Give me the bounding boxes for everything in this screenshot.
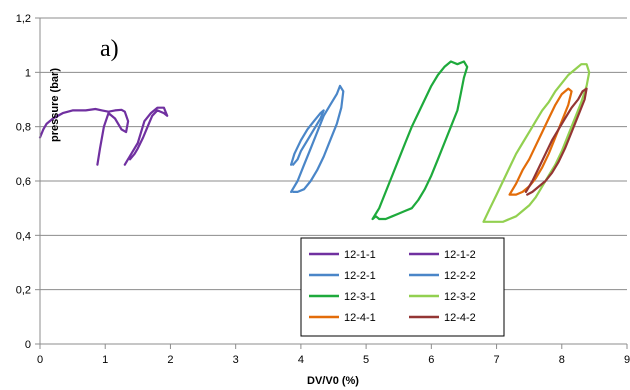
x-axis-title: DV/V0 (%): [307, 375, 359, 387]
x-tick-label: 6: [428, 354, 434, 366]
legend-label-12-3-2: 12-3-2: [444, 291, 476, 303]
x-tick-label: 4: [298, 354, 304, 366]
x-tick-labels: 0 1 2 3 4 5 6 7 8 9: [37, 354, 630, 366]
legend-label-12-2-2: 12-2-2: [444, 270, 476, 282]
series-line-12-3-1: [371, 60, 469, 221]
x-tick-label: 5: [363, 354, 369, 366]
legend: 12-1-1 12-1-2 12-2-1 12-2-2 12-3-1 12-3-2 12-4…: [300, 237, 505, 337]
y-tick-label: 1: [25, 67, 31, 79]
y-tick-label: 0,6: [16, 176, 31, 188]
series-line-12-1-1: [38, 107, 130, 166]
series-line-12-2-1: [290, 109, 325, 166]
series-line-12-2-2: [290, 84, 345, 193]
series-line-12-4-2: [524, 87, 588, 196]
gridlines: [40, 17, 627, 291]
panel-label: a): [100, 36, 119, 62]
y-tick-label: 0: [25, 339, 31, 351]
series-line-12-4-1: [508, 87, 573, 196]
legend-label-12-1-1: 12-1-1: [344, 249, 376, 261]
y-tick-label: 0,8: [16, 122, 31, 134]
series-line-12-3-2: [482, 63, 591, 223]
x-tick-label: 0: [37, 354, 43, 366]
axes: [35, 17, 628, 349]
x-tick-label: 8: [559, 354, 565, 366]
legend-label-12-2-1: 12-2-1: [344, 270, 376, 282]
legend-label-12-4-1: 12-4-1: [344, 312, 376, 324]
x-tick-label: 7: [493, 354, 499, 366]
legend-label-12-1-2: 12-1-2: [444, 249, 476, 261]
y-tick-label: 0,2: [16, 285, 31, 297]
series-lines: [38, 60, 591, 223]
y-tick-label: 0,4: [16, 230, 31, 242]
x-tick-label: 3: [233, 354, 239, 366]
legend-label-12-3-1: 12-3-1: [344, 291, 376, 303]
x-tick-label: 2: [167, 354, 173, 366]
y-tick-labels: 0 0,2 0,4 0,6 0,8 1 1,2: [16, 13, 31, 351]
y-axis-title: pressure (bar): [49, 68, 61, 142]
x-tick-label: 9: [624, 354, 630, 366]
legend-label-12-4-2: 12-4-2: [444, 312, 476, 324]
series-line-12-1-2: [123, 106, 169, 166]
y-tick-label: 1,2: [16, 13, 31, 25]
x-tick-label: 1: [102, 354, 108, 366]
